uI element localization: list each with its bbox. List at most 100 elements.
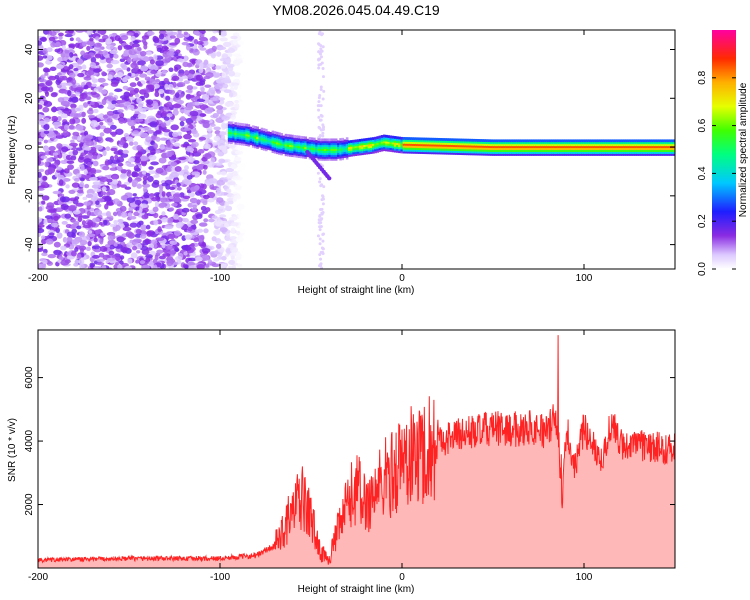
spectrogram-cell [455, 152, 458, 155]
spectrogram-cell [299, 155, 303, 159]
spectrogram-cell [666, 153, 670, 156]
spectrogram-cell [168, 83, 174, 90]
spectrogram-cell [297, 135, 301, 139]
spectrogram-cell [241, 130, 244, 134]
spectrogram-cell [376, 144, 380, 147]
spectrogram-cell [548, 143, 552, 147]
spectrogram-cell [183, 80, 190, 85]
spectrogram-cell [588, 139, 591, 143]
spectrogram-cell [673, 149, 675, 152]
spectrogram-cell [313, 143, 316, 147]
spectrogram-cell [457, 150, 460, 153]
spectrogram-cell [225, 167, 235, 173]
spectrogram-cell [321, 140, 325, 144]
spectrogram-cell [319, 148, 323, 151]
spectrogram-cell [227, 138, 231, 142]
spectrogram-cell [621, 147, 624, 151]
spectrogram-cell [267, 135, 270, 139]
spectrogram-cell [131, 43, 140, 48]
spectrogram-cell [72, 149, 79, 156]
spectrogram-cell [531, 139, 535, 143]
spectrogram-cell [514, 141, 517, 145]
spectrogram-cell [514, 139, 517, 143]
spectrogram-cell [380, 142, 384, 146]
spectrogram-cell [389, 139, 393, 143]
spectrogram-cell [79, 239, 88, 245]
spectrogram-cell [101, 82, 109, 87]
spectrogram-cell [133, 238, 142, 243]
spectrogram-cell [546, 153, 550, 156]
spectrogram-cell [406, 146, 410, 150]
spectrogram-cell [669, 143, 672, 147]
spectrogram-cell [217, 151, 225, 157]
spectrogram-cell [433, 147, 436, 151]
spectrogram-cell [99, 121, 104, 126]
spectrogram-cell [511, 139, 515, 143]
spectrogram-cell [181, 41, 189, 46]
spectrogram-cell [153, 54, 158, 61]
spectrogram-cell [400, 148, 404, 152]
spectrogram-cell [251, 139, 255, 142]
spectrogram-cell [123, 91, 131, 98]
spectrogram-cell [121, 247, 130, 251]
spectrogram-cell [463, 148, 467, 152]
spectrogram-cell [481, 143, 484, 146]
spectrogram-cell [148, 170, 156, 174]
spectrogram-cell [67, 205, 77, 212]
spectrogram-cell [146, 129, 155, 134]
spectrogram-cell [465, 150, 469, 154]
spectrogram-cell [280, 132, 283, 136]
spectrogram-cell [448, 140, 452, 144]
spectrogram-cell [176, 33, 185, 39]
spectrogram-cell [235, 252, 242, 258]
spectrogram-cell [415, 145, 419, 148]
spectrogram-cell [168, 67, 174, 73]
spectrogram-cell [402, 144, 406, 148]
spectrogram-cell [428, 145, 432, 149]
spectrogram-cell [592, 139, 596, 143]
spectrogram-cell [590, 149, 594, 152]
spectrogram-cell [219, 227, 228, 233]
spectrogram-cell [93, 108, 99, 114]
spectrogram-cell [115, 255, 121, 261]
spectrogram-cell [126, 67, 131, 72]
spectrogram-cell [60, 100, 70, 107]
spectrogram-cell [409, 146, 412, 150]
spectrogram-cell [219, 214, 227, 218]
spectrogram-cell [181, 75, 188, 80]
spectrogram-cell [531, 151, 535, 154]
spectrogram-cell [40, 86, 50, 92]
spectrogram-cell [178, 100, 185, 105]
spectrogram-cell [183, 251, 188, 256]
spectrogram-cell [625, 147, 628, 151]
spectrogram-cell [387, 146, 390, 150]
spectrogram-cell [433, 139, 436, 143]
spectrogram-cell [605, 151, 609, 154]
spectrogram-cell [75, 30, 85, 33]
spectrogram-cell [201, 247, 211, 254]
spectrogram-cell [492, 151, 495, 154]
spectrogram-cell [616, 141, 620, 145]
spectrogram-cell [658, 153, 661, 156]
spectrogram-cell [385, 146, 388, 150]
spectrogram-cell [323, 144, 327, 148]
spectrogram-cell [339, 155, 342, 159]
spectrogram-cell [400, 142, 404, 146]
spectrogram-cell [141, 264, 150, 269]
spectrogram-cell [352, 153, 355, 157]
spectrogram-cell [291, 154, 294, 158]
spectrogram-cell [110, 81, 119, 87]
spectrogram-cell [420, 151, 423, 154]
spectrogram-cell [69, 52, 74, 58]
spectrogram-cell [524, 139, 528, 143]
spectrogram-cell [470, 144, 473, 148]
spectrogram-cell [245, 135, 248, 139]
spectrogram-cell [610, 153, 613, 156]
spectrogram-cell [75, 173, 82, 178]
spectrogram-cell [583, 153, 587, 156]
spectrogram-cell [315, 141, 318, 145]
spectrogram-cell [339, 145, 342, 149]
spectrogram-cell [262, 145, 266, 149]
spectrogram-cell [446, 146, 449, 149]
spectrogram-cell [38, 206, 43, 212]
